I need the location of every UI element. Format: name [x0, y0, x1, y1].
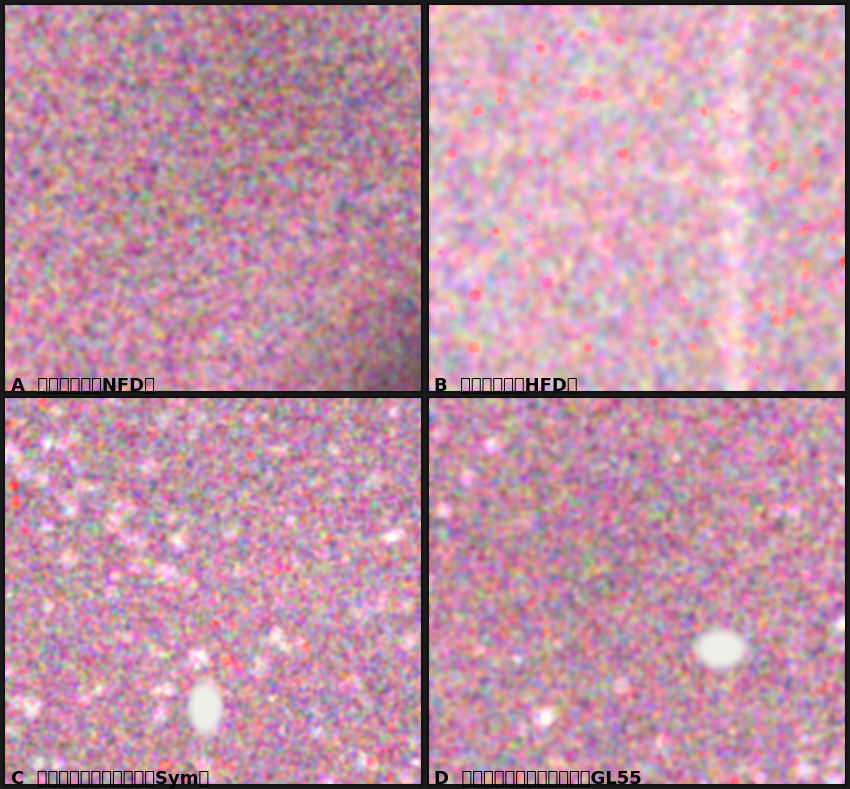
- Text: B  高脂飲食組（HFD）: B 高脂飲食組（HFD）: [434, 376, 577, 394]
- Text: D  高脂飲食＋靈苕乙醒萌取物GL55: D 高脂飲食＋靈苕乙醒萌取物GL55: [434, 769, 642, 787]
- Text: A  一般飲食組（NFD）: A 一般飲食組（NFD）: [10, 376, 155, 394]
- Text: C  高脂飲食＋水飛蚀素組（Sym）: C 高脂飲食＋水飛蚀素組（Sym）: [10, 769, 209, 787]
